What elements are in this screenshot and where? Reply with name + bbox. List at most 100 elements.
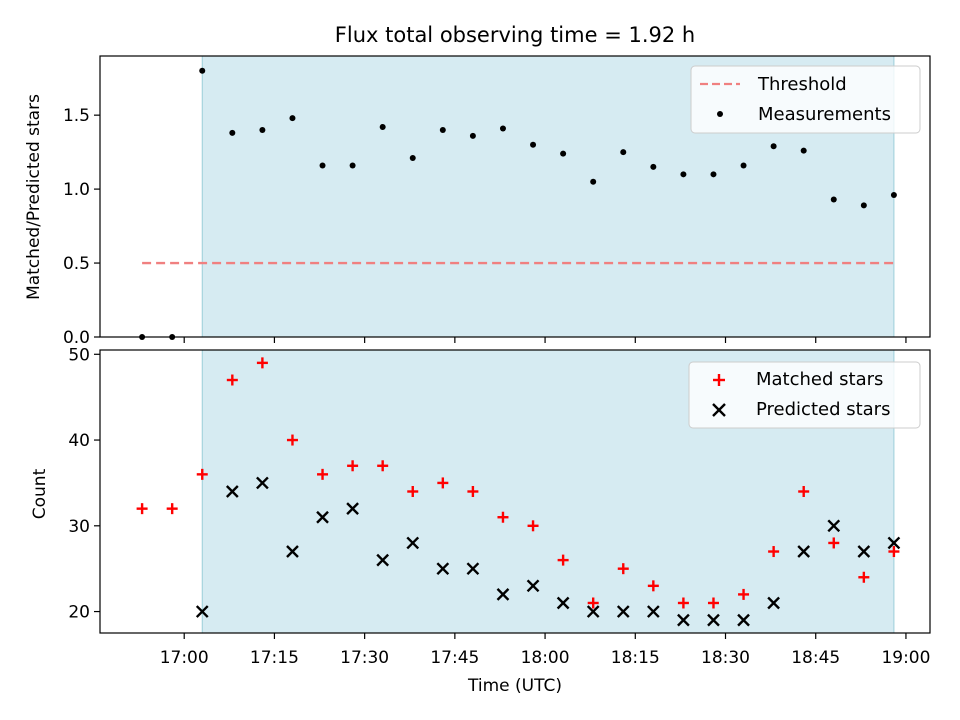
legend-predicted-label: Predicted stars	[756, 399, 890, 420]
x-tick-label: 18:15	[611, 648, 660, 668]
predicted-star-marker	[436, 562, 450, 576]
x-tick-label: 19:00	[881, 648, 930, 668]
measurement-point	[229, 129, 236, 136]
predicted-star-marker	[496, 588, 510, 601]
bottom-axes-frame	[99, 349, 931, 634]
measurement-point	[650, 163, 657, 170]
measurement-point	[379, 123, 386, 130]
measurement-point	[319, 162, 326, 169]
x-tick-label: 17:00	[160, 648, 209, 668]
measurement-point	[830, 196, 837, 203]
predicted-stars-points	[195, 476, 901, 627]
predicted-star-marker	[256, 476, 269, 490]
predicted-star-marker	[737, 613, 750, 627]
matched-star-marker	[377, 460, 389, 472]
measurement-point	[710, 171, 717, 178]
matched-star-marker	[196, 468, 208, 480]
x-tick-label: 17:45	[430, 648, 479, 668]
legend-measurements-swatch	[717, 111, 723, 117]
y-tick-label: 1.5	[63, 106, 90, 126]
matched-star-marker	[407, 486, 419, 497]
matched-star-marker	[677, 597, 689, 609]
measurement-point	[349, 162, 356, 169]
predicted-star-marker	[406, 536, 420, 550]
legend-predicted-swatch	[712, 403, 726, 417]
matched-star-marker	[286, 434, 298, 446]
y-tick-label: 1.0	[63, 180, 90, 200]
matched-star-marker	[256, 357, 268, 369]
predicted-star-marker	[616, 605, 630, 618]
matched-star-marker	[557, 554, 569, 566]
bottom-panel: 20 30 40 50 17:00 17:15 17:30 17:45 18:00 18:15 1…	[30, 345, 931, 696]
measurement-point	[560, 150, 567, 157]
x-tick-label: 18:45	[791, 648, 840, 668]
measurement-point	[620, 149, 627, 156]
measurement-point	[860, 202, 867, 209]
x-tick-label: 18:30	[701, 648, 750, 668]
predicted-star-marker	[526, 579, 540, 593]
predicted-star-marker	[857, 545, 871, 558]
measurement-point	[439, 126, 446, 133]
matched-star-marker	[226, 374, 238, 386]
y-tick-label: 40	[68, 431, 90, 451]
matched-star-marker	[527, 520, 539, 532]
y-tick-label: 20	[68, 603, 90, 623]
y-tick-label: 0.5	[63, 254, 90, 274]
legend-measurements-label: Measurements	[758, 104, 891, 125]
predicted-star-marker	[646, 605, 660, 618]
measurement-point	[469, 132, 476, 139]
measurement-point	[800, 147, 807, 154]
bottom-legend-box	[688, 361, 921, 429]
matched-star-marker	[347, 460, 359, 472]
top-x-ticks	[183, 337, 907, 343]
x-tick-label: 18:00	[521, 648, 570, 668]
matched-star-marker	[317, 468, 329, 480]
matched-star-marker	[888, 546, 900, 558]
predicted-star-marker	[887, 536, 901, 550]
predicted-star-marker	[225, 485, 239, 498]
measurement-point	[890, 192, 897, 199]
predicted-star-marker	[707, 613, 720, 627]
measurement-point	[199, 67, 206, 74]
bottom-y-axis-label: Count	[30, 468, 50, 519]
matched-star-marker	[617, 563, 629, 575]
top-legend: Threshold Measurements	[690, 65, 921, 134]
chart-title: Flux total observing time = 1.92 h	[335, 23, 695, 47]
top-y-axis-label: Matched/Predicted stars	[24, 94, 44, 300]
top-measurement-points	[139, 67, 897, 340]
bottom-y-ticks: 20 30 40 50	[68, 345, 100, 623]
y-tick-label: 50	[68, 345, 90, 365]
predicted-star-marker	[346, 502, 359, 516]
measurement-point	[770, 143, 777, 150]
measurement-point	[680, 171, 687, 178]
predicted-star-marker	[195, 605, 209, 618]
measurement-point	[259, 126, 266, 133]
matched-star-marker	[738, 588, 750, 600]
measurement-point	[590, 178, 597, 185]
legend-matched-swatch	[713, 374, 725, 386]
predicted-star-marker	[316, 510, 329, 524]
predicted-star-marker	[797, 545, 811, 558]
top-panel: 0.0 0.5 1.0 1.5 Flux total observing time =…	[24, 23, 931, 348]
predicted-star-marker	[586, 605, 600, 618]
x-tick-label: 17:15	[250, 648, 299, 668]
y-tick-label: 0.0	[63, 328, 90, 348]
measurement-point	[289, 115, 296, 122]
matched-star-marker	[437, 477, 449, 489]
y-tick-label: 30	[68, 517, 90, 537]
measurement-point	[530, 141, 537, 148]
matched-star-marker	[798, 486, 810, 497]
top-y-ticks: 0.0 0.5 1.0 1.5	[63, 106, 100, 348]
matched-star-marker	[858, 571, 870, 583]
top-axes-frame	[99, 55, 931, 338]
matched-stars-points	[136, 357, 900, 609]
x-tick-label: 17:30	[340, 648, 389, 668]
legend-threshold-label: Threshold	[757, 74, 847, 95]
top-legend-box	[690, 65, 921, 134]
predicted-star-marker	[556, 596, 570, 610]
matched-star-marker	[497, 511, 509, 523]
measurement-point	[409, 155, 416, 162]
measurement-point	[740, 162, 747, 169]
bottom-legend: Matched stars Predicted stars	[688, 361, 921, 429]
matched-star-marker	[647, 580, 659, 592]
